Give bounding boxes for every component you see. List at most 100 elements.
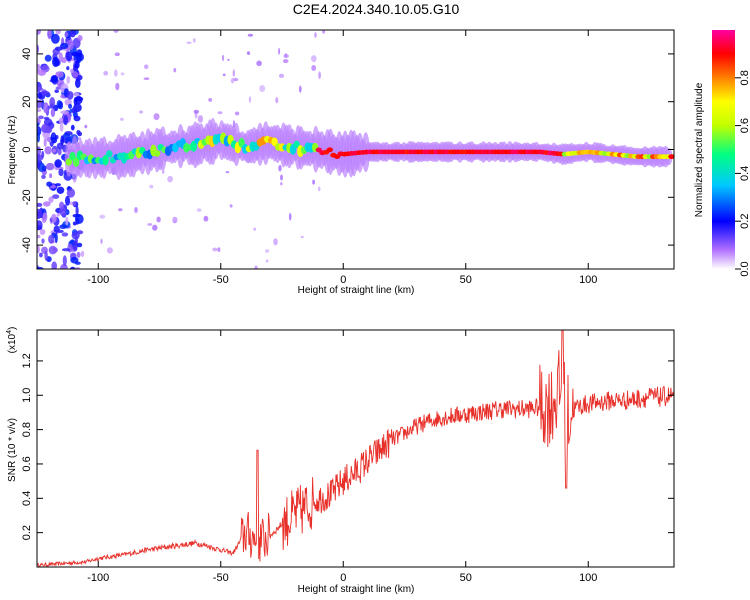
x-tick-label: -50: [213, 572, 229, 584]
heatmap-cell: [59, 224, 67, 229]
heatmap-cell: [60, 135, 64, 146]
heatmap-cell: [38, 115, 44, 120]
heatmap-cell: [72, 240, 78, 251]
heatmap-cell: [193, 109, 199, 114]
heatmap-cell: [63, 115, 68, 126]
heatmap-cell: [144, 64, 149, 69]
heatmap-cell: [59, 122, 64, 132]
colorbar-label: Normalized spectral amplitude: [694, 82, 705, 217]
heatmap-cell: [217, 111, 223, 115]
top-axis-ticks: -100 -50 0 50 100 -40 -20 0 20 40: [21, 30, 674, 286]
heatmap-cell: [37, 86, 43, 91]
heatmap-cell: [58, 101, 64, 110]
heatmap-cell: [293, 140, 300, 148]
heatmap-cell: [153, 113, 160, 121]
heatmap-cell: [54, 46, 63, 51]
heatmap-cell: [39, 252, 43, 258]
heatmap-cell: [99, 214, 106, 219]
heatmap-cell: [37, 154, 44, 161]
y-tick-label: 0.2: [21, 525, 33, 540]
heatmap-cell: [40, 90, 50, 96]
heatmap-cell: [70, 124, 75, 131]
heatmap-cell: [61, 248, 71, 252]
heatmap-cell: [37, 108, 42, 113]
heatmap-cell: [152, 224, 158, 231]
heatmap-cell: [43, 137, 47, 147]
bottom-ylabel: SNR (10 * v/v): [7, 418, 18, 482]
heatmap-cell: [264, 249, 270, 253]
heatmap-cell: [65, 195, 70, 206]
heatmap-cell: [65, 51, 73, 62]
heatmap-cell: [248, 96, 252, 103]
heatmap-cell: [312, 179, 315, 185]
heatmap-cell: [57, 229, 64, 233]
heatmap-cell: [49, 173, 53, 179]
heatmap-cell: [246, 51, 251, 55]
heatmap-cell: [153, 150, 161, 157]
heatmap-cell: [52, 149, 56, 153]
heatmap-cell: [118, 208, 123, 212]
heatmap-cell: [60, 110, 69, 115]
heatmap-cell: [51, 261, 57, 269]
svg-text:(x104): (x104): [6, 327, 18, 354]
heatmap-cell: [265, 259, 269, 263]
heatmap-cell: [76, 49, 83, 57]
heatmap-cell: [44, 250, 48, 261]
heatmap-cell: [46, 181, 53, 187]
heatmap-cell: [70, 266, 76, 269]
spectrogram-panel: -100 -50 0 50 100 -40 -20 0 20 40 Height of strai…: [7, 29, 675, 296]
heatmap-cell: [69, 30, 76, 38]
heatmap-cell: [65, 216, 69, 226]
heatmap-cell: [37, 245, 40, 254]
heatmap-cell: [326, 147, 333, 153]
heatmap-cell: [318, 71, 321, 80]
top-ylabel: Frequency (Hz): [7, 116, 18, 185]
heatmap-cell: [62, 255, 67, 266]
heatmap-cell: [186, 41, 192, 44]
heatmap-cell: [55, 183, 61, 187]
heatmap-cell: [44, 54, 52, 62]
heatmap-cell: [227, 58, 230, 61]
heatmap-cell: [284, 53, 288, 58]
heatmap-cell: [278, 73, 285, 79]
heatmap-cell: [288, 212, 292, 221]
y-scale-multiplier: (x104): [6, 327, 18, 354]
heatmap-cell: [41, 124, 50, 133]
heatmap-cell: [37, 202, 43, 207]
x-tick-label: 50: [460, 572, 472, 584]
heatmap-cell: [45, 162, 55, 171]
heatmap-cell: [52, 247, 58, 253]
heatmap-cell: [134, 207, 138, 213]
heatmap-cell: [238, 138, 245, 148]
heatmap-cell: [73, 115, 81, 122]
heatmap-cell: [271, 137, 278, 147]
heatmap-cell: [278, 164, 282, 172]
heatmap-cell: [58, 52, 63, 62]
heatmap-cell: [172, 216, 178, 224]
heatmap-cell: [37, 69, 46, 76]
heatmap-cell: [225, 171, 230, 174]
heatmap-cell: [77, 35, 83, 42]
heatmap-cell: [190, 140, 197, 152]
heatmap-cell: [37, 146, 42, 156]
heatmap-cell: [139, 110, 144, 114]
heatmap-cell: [80, 250, 85, 257]
heatmap-cell: [68, 103, 73, 109]
heatmap-cell: [77, 137, 82, 140]
heatmap-cell: [75, 205, 79, 216]
bottom-plot-frame: [36, 329, 675, 568]
heatmap-cell: [51, 33, 60, 44]
x-tick-label: 0: [340, 572, 346, 584]
heatmap-cell: [49, 97, 56, 108]
heatmap-cell: [84, 124, 88, 129]
heatmap-cell: [50, 108, 56, 117]
heatmap-cell: [254, 265, 258, 269]
heatmap-cell: [147, 223, 153, 226]
heatmap-cell: [56, 212, 60, 217]
heatmap-cell: [60, 263, 68, 269]
heatmap-cell: [50, 132, 57, 144]
heatmap-cell: [106, 247, 113, 254]
x-tick-label: 0: [340, 274, 346, 286]
heatmap-cell: [322, 30, 325, 34]
